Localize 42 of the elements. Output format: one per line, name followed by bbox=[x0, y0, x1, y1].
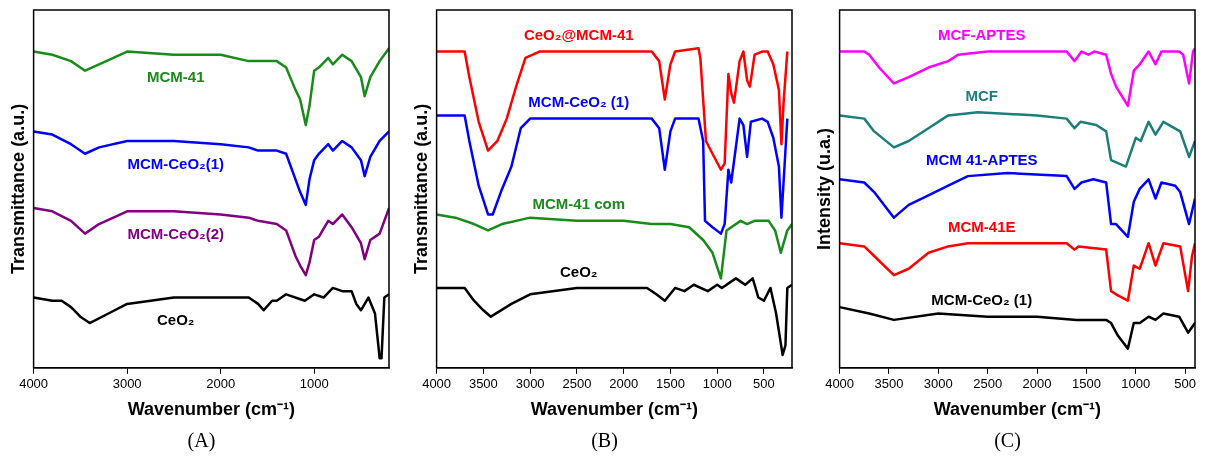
series-label: MCM-CeO₂(2) bbox=[127, 224, 225, 242]
x-tick-label: 2000 bbox=[609, 376, 639, 392]
x-tick-label: 500 bbox=[753, 376, 775, 392]
x-tick-label: 1500 bbox=[1071, 376, 1101, 392]
series-label: MCM-41 bbox=[147, 68, 205, 86]
y-axis-title: Transmittance (a.u.) bbox=[410, 103, 431, 274]
x-tick-label: 4000 bbox=[19, 376, 49, 392]
series-label: MCF bbox=[965, 86, 999, 104]
text: (C) bbox=[993, 429, 1022, 452]
x-tick-label: 2000 bbox=[206, 376, 236, 392]
series-label: CeO₂ bbox=[560, 262, 598, 280]
series-label: CeO₂ bbox=[157, 311, 195, 329]
text: (A) bbox=[186, 429, 217, 452]
x-tick-label: 1000 bbox=[299, 376, 329, 392]
series-label: MCF-APTES bbox=[938, 26, 1026, 44]
y-axis-title: Intensity (u.a.) bbox=[813, 127, 834, 250]
x-tick-label: 500 bbox=[1174, 376, 1196, 392]
x-tick-label: 1000 bbox=[1121, 376, 1151, 392]
x-tick-label: 3500 bbox=[874, 376, 904, 392]
text: (B) bbox=[590, 429, 619, 452]
x-tick-label: 1000 bbox=[702, 376, 732, 392]
series-label: MCM-CeO₂(1) bbox=[127, 154, 225, 172]
series-label: MCM-CeO₂ (1) bbox=[931, 291, 1033, 309]
x-tick-label: 3000 bbox=[515, 376, 545, 392]
x-tick-label: 4000 bbox=[422, 376, 452, 392]
series-label: MCM-41E bbox=[948, 217, 1016, 235]
x-tick-label: 2500 bbox=[562, 376, 592, 392]
series-label: CeO₂@MCM-41 bbox=[523, 26, 634, 44]
x-tick-label: 3000 bbox=[923, 376, 953, 392]
x-axis-title: Wavenumber (cm⁻¹) bbox=[127, 399, 295, 420]
x-tick-label: 3500 bbox=[468, 376, 498, 392]
series-label: MCM-CeO₂ (1) bbox=[528, 93, 630, 111]
series-label: MCM 41-APTES bbox=[925, 150, 1038, 168]
x-axis-title: Wavenumber (cm⁻¹) bbox=[933, 399, 1101, 420]
series-label: MCM-41 com bbox=[532, 195, 626, 213]
x-tick-label: 2000 bbox=[1022, 376, 1052, 392]
x-tick-label: 3000 bbox=[112, 376, 142, 392]
x-tick-label: 2500 bbox=[973, 376, 1003, 392]
x-axis-title: Wavenumber (cm⁻¹) bbox=[530, 399, 698, 420]
x-tick-label: 1500 bbox=[655, 376, 685, 392]
x-tick-label: 4000 bbox=[825, 376, 855, 392]
y-axis-title: Transmittance (a.u.) bbox=[7, 103, 28, 274]
